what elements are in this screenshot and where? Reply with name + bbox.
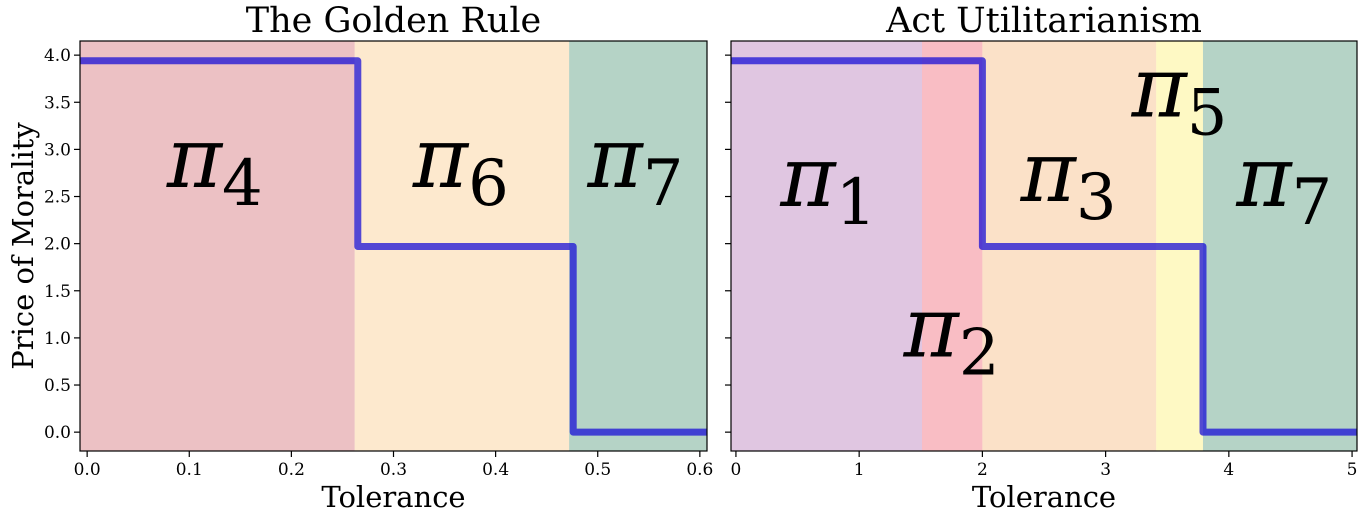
x-tick-label: 4: [1223, 460, 1234, 480]
x-tick-label: 5: [1347, 460, 1358, 480]
x-tick-label: 2: [977, 460, 988, 480]
x-tick-label: 0.1: [176, 460, 203, 480]
region-label: π6: [412, 109, 509, 221]
chart-panel-0: π4 π6 π7 0.0 0.1 0.2 0.3 0.4 0.5 0.6 0.0 0.5 1.0 1.5 2…: [6, 1, 713, 514]
x-tick-label: 0.6: [686, 460, 713, 480]
chart-title: The Golden Rule: [246, 1, 542, 41]
region-label: π3: [1020, 123, 1117, 235]
y-tick-label: 2.5: [44, 188, 71, 208]
x-tick-label: 0.5: [584, 460, 611, 480]
x-axis-label: Tolerance: [972, 480, 1116, 514]
region-label: π2: [903, 279, 1000, 391]
region-band: [569, 41, 707, 451]
region-band: [1202, 41, 1357, 451]
region-label: π1: [779, 128, 876, 240]
x-axis-label: Tolerance: [321, 480, 465, 514]
y-tick-label: 4.0: [44, 46, 71, 66]
y-tick-label: 2.0: [44, 235, 71, 255]
price-of-morality-line: [80, 57, 707, 436]
region-band: [922, 41, 983, 451]
x-tick-label: 0.0: [74, 460, 101, 480]
x-tick-label: 0: [731, 460, 742, 480]
region-label: π7: [1235, 128, 1332, 240]
y-axis-label: Price of Morality: [6, 122, 40, 370]
y-tick-label: 0.5: [44, 376, 71, 396]
y-tick-label: 3.5: [44, 93, 71, 113]
axes-frame: [730, 40, 1358, 452]
region-label: π4: [166, 109, 263, 221]
x-tick-label: 1: [854, 460, 865, 480]
y-tick-label: 3.0: [44, 140, 71, 160]
x-tick-label: 0.4: [482, 460, 509, 480]
chart-title: Act Utilitarianism: [885, 1, 1202, 41]
y-tick-label: 1.5: [44, 282, 71, 302]
y-tick-label: 0.0: [44, 423, 71, 443]
region-band: [731, 41, 923, 451]
region-band: [80, 41, 355, 451]
x-tick-label: 3: [1100, 460, 1111, 480]
price-of-morality-line: [731, 57, 1357, 436]
region-label: π5: [1131, 38, 1228, 150]
x-tick-label: 0.3: [380, 460, 407, 480]
region-label: π7: [587, 109, 684, 221]
x-tick-label: 0.2: [278, 460, 305, 480]
y-tick-label: 1.0: [44, 329, 71, 349]
